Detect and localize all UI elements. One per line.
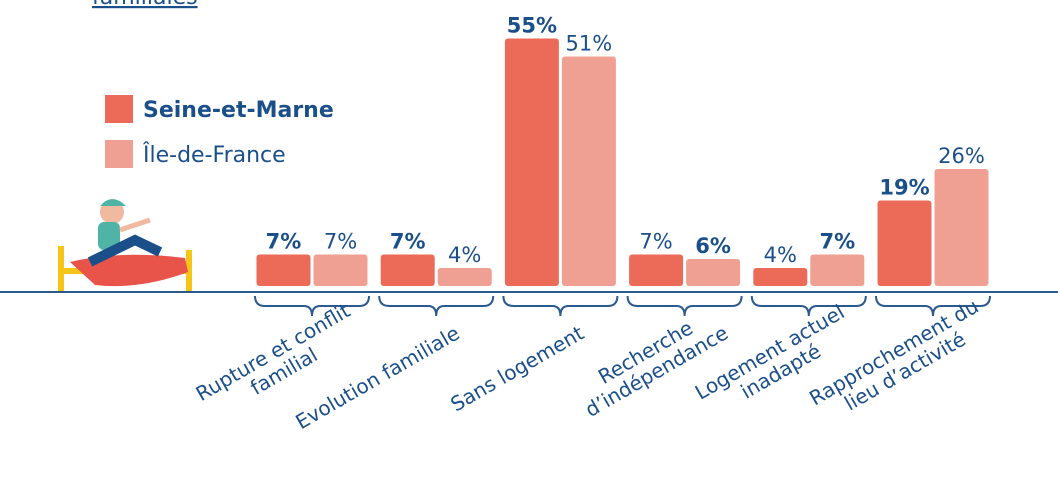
bar xyxy=(934,169,989,286)
category-brace xyxy=(626,295,743,317)
chart-title: familiales xyxy=(92,0,198,10)
category-brace xyxy=(750,295,867,317)
bar xyxy=(753,268,808,286)
legend-swatch xyxy=(105,95,133,123)
data-label: 7% xyxy=(266,230,302,254)
data-label: 7% xyxy=(819,230,855,254)
legend-label: Seine-et-Marne xyxy=(143,98,334,123)
data-label: 26% xyxy=(938,144,985,168)
data-label: 7% xyxy=(324,230,357,254)
bar xyxy=(504,38,559,286)
category-label: Sans logement xyxy=(446,321,588,417)
bar xyxy=(380,254,435,286)
data-label: 51% xyxy=(566,32,613,56)
category-brace xyxy=(875,295,991,317)
bar xyxy=(437,268,492,286)
bar xyxy=(561,56,616,286)
bar xyxy=(256,254,311,286)
bar xyxy=(629,254,684,286)
data-label: 7% xyxy=(639,230,672,254)
category-brace xyxy=(254,295,370,317)
x-tick-label: Sans logement xyxy=(446,321,588,417)
bar xyxy=(686,259,741,286)
data-label: 6% xyxy=(695,234,731,258)
category-brace xyxy=(502,295,619,317)
legend-label: Île-de-France xyxy=(142,142,286,168)
data-label: 4% xyxy=(764,243,797,267)
data-label: 19% xyxy=(879,176,929,200)
bar xyxy=(313,254,368,286)
data-label: 55% xyxy=(507,14,557,38)
legend-swatch xyxy=(105,140,133,168)
bar xyxy=(877,200,932,286)
illustration xyxy=(58,199,192,292)
bar xyxy=(810,254,865,286)
data-label: 4% xyxy=(448,243,481,267)
data-label: 7% xyxy=(390,230,426,254)
category-brace xyxy=(378,295,495,317)
